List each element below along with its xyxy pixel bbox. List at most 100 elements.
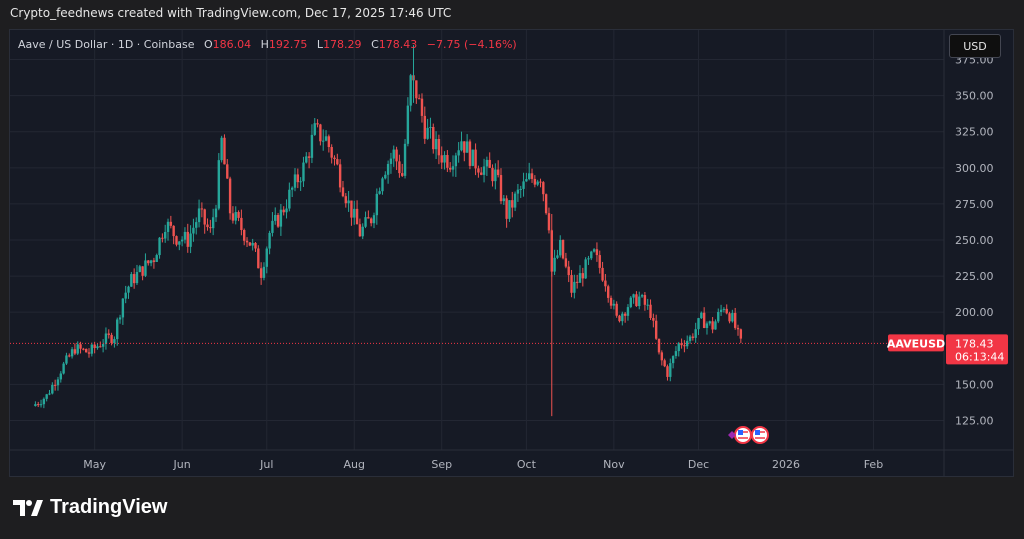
candle-body [73,349,77,354]
candle-body [437,138,441,156]
candle-body [663,360,666,367]
candle-body [234,212,237,221]
price-tag-countdown: 06:13:44 [955,350,1004,363]
x-tick-label: Sep [431,458,452,471]
candle-body [457,150,460,156]
candle-body [276,214,280,227]
candle-body [175,236,178,245]
candle-body [519,188,522,190]
candle-body [214,208,218,218]
candle-body [590,251,593,259]
y-tick-label: 275.00 [955,198,994,211]
candle-body [169,221,173,226]
candle-body [677,343,680,352]
candle-body [163,231,167,239]
candle-body [203,209,206,225]
candle-body [161,237,164,239]
candle-body [719,309,723,312]
candle-body [559,239,562,256]
candle-body [516,189,520,194]
candle-body [240,217,243,230]
candle-body [251,242,254,246]
candle-body [386,163,390,175]
candle-body [158,237,161,256]
candle-body [369,218,373,224]
candle-body [471,149,474,166]
candle-body [358,224,362,237]
candle-body [714,321,717,330]
candle-body [316,123,319,125]
candle-body [367,217,370,219]
y-tick-label: 325.00 [955,126,994,139]
candle-body [290,187,294,190]
candle-body [595,249,599,256]
candle-body [76,344,79,354]
candle-body [496,169,500,176]
candle-body [344,196,347,204]
candle-body [539,181,542,183]
chart-pane[interactable]: 375.00 350.00 325.00 300.00 275.00 250.00 225.… [9,29,1014,477]
candle-body [601,267,604,281]
candle-body [166,221,170,232]
candle-body [598,255,601,268]
candle-body [432,126,435,150]
low-value: 178.29 [323,38,362,51]
candle-body [674,351,678,357]
candle-body [708,321,711,324]
candle-body [556,255,559,258]
candle-body [460,141,463,151]
y-tick-label: 150.00 [955,378,994,391]
candle-body [90,344,94,354]
candle-body [669,363,672,377]
x-tick-label: Feb [864,458,883,471]
x-tick-label: Dec [688,458,709,471]
candle-body [420,98,424,116]
candle-body [96,346,99,349]
candle-body [700,312,703,319]
candle-body [226,164,229,179]
candle-body [70,349,74,357]
candle-body [666,366,669,377]
candle-body [705,323,709,328]
candle-body [722,308,726,310]
candle-body [607,286,610,298]
candle-body [130,274,133,287]
candle-body [124,292,127,299]
candle-body [288,189,291,209]
candle-body [511,200,514,208]
candle-body [392,149,395,159]
event-flag-canton [755,430,760,435]
candle-body [536,181,539,185]
candle-body [443,154,446,163]
candle-body [155,255,158,262]
currency-button[interactable]: USD [949,34,1001,58]
candle-body [584,259,587,279]
x-tick-label: Nov [603,458,625,471]
candle-body [87,352,91,354]
candle-body [220,137,223,161]
candle-body [48,393,51,395]
candle-body [604,280,607,287]
y-tick-label: 250.00 [955,234,994,247]
candle-body [189,233,192,247]
candle-body [299,181,302,183]
candle-body [195,222,198,228]
candle-body [409,75,412,106]
candle-body [42,398,46,405]
candle-body [401,173,404,176]
candle-body [132,274,136,284]
candle-body [268,232,271,249]
candle-body [575,281,579,283]
candle-body [578,273,582,283]
candle-body [59,373,62,380]
x-tick-label: Jun [173,458,191,471]
x-tick-label: May [83,458,106,471]
candle-body [372,215,376,224]
candle-body [313,123,316,135]
candle-body [632,294,635,298]
candle-body [468,141,472,166]
candle-body [327,136,331,148]
candle-body [223,137,226,165]
candlestick-chart[interactable]: 375.00350.00325.00300.00275.00250.00225.… [10,30,1013,476]
tradingview-logo-icon [13,499,43,516]
